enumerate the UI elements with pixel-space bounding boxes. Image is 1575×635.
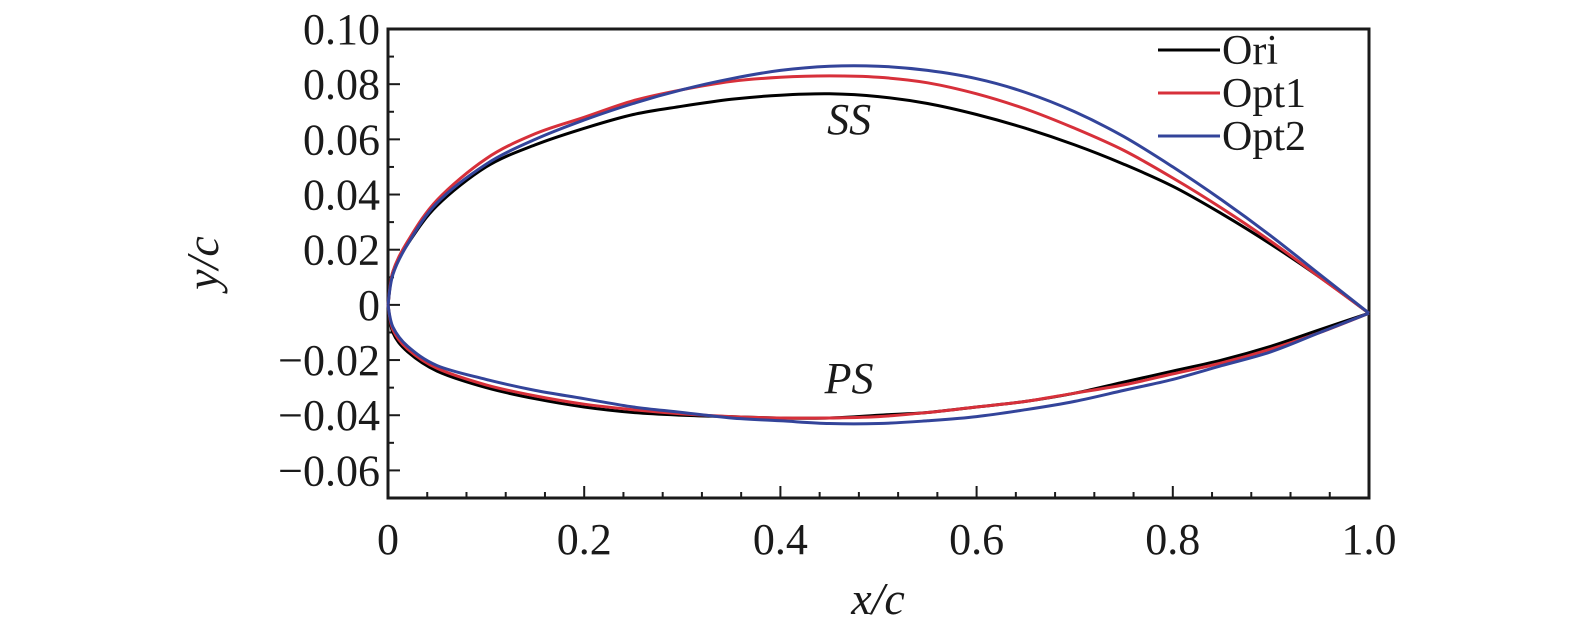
x-tick-label: 0.4 — [753, 515, 808, 564]
y-axis-title: y/c — [177, 236, 228, 294]
series-opt1-upper-surface — [386, 74, 1370, 315]
series-ori-upper-surface — [386, 92, 1370, 315]
y-tick-label: 0.08 — [303, 60, 380, 109]
y-tick-label: −0.02 — [278, 336, 380, 385]
y-tick-label: 0.02 — [303, 226, 380, 275]
x-tick-label: 0.6 — [949, 515, 1004, 564]
legend-label-opt2: Opt2 — [1222, 114, 1306, 160]
x-tick-label: 0.2 — [557, 515, 612, 564]
y-tick-label: −0.04 — [278, 391, 380, 440]
y-tick-label: 0.06 — [303, 115, 380, 164]
annotation-layer: SS PS — [824, 95, 874, 403]
legend-label-opt1: Opt1 — [1222, 71, 1306, 117]
legend-label-ori: Ori — [1222, 28, 1278, 74]
x-tick-label: 0.8 — [1145, 515, 1200, 564]
x-axis-title: x/c — [850, 573, 905, 624]
series-opt1-lower-surface — [386, 304, 1370, 420]
annotation-ss: SS — [827, 95, 871, 144]
y-tick-label: 0 — [358, 281, 380, 330]
plot-frame — [386, 27, 1371, 500]
y-tick-label: 0.04 — [303, 171, 380, 220]
y-tick-label: 0.10 — [303, 5, 380, 54]
series-opt2-upper-surface — [386, 64, 1370, 315]
x-axis: 0 0.2 0.4 0.6 0.8 1.0 — [377, 486, 1397, 564]
series-layer — [386, 64, 1370, 426]
y-axis: 0.10 0.08 0.06 0.04 0.02 0 −0.02 −0.04 −0.06 — [278, 5, 400, 499]
y-tick-label: −0.06 — [278, 446, 380, 495]
x-tick-label: 1.0 — [1342, 515, 1397, 564]
series-opt2-lower-surface — [386, 304, 1370, 426]
annotation-ps: PS — [824, 354, 874, 403]
x-tick-label: 0 — [377, 515, 399, 564]
